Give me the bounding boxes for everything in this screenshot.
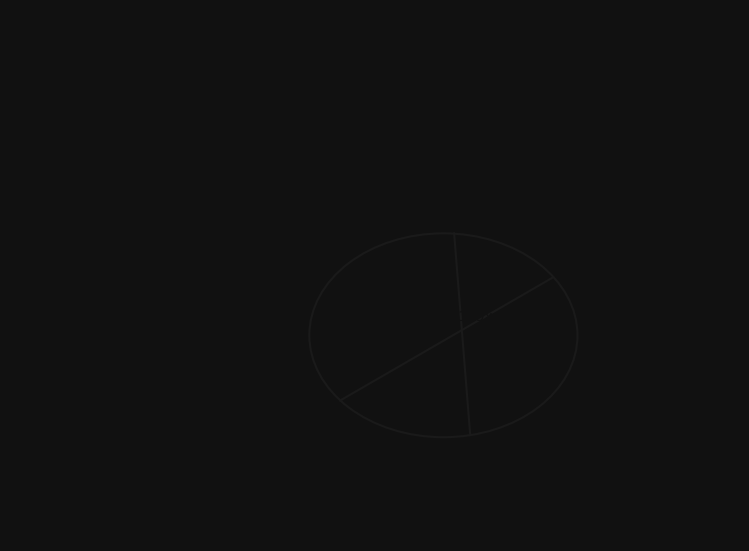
Text: Find the: Find the [75,132,165,152]
Text: Find the measure of the arc or angle indicated.: Find the measure of the arc or angle ind… [75,55,565,75]
Text: 93 °: 93 ° [210,302,242,317]
Text: 127x: 127x [587,369,625,383]
Text: J: J [445,203,449,218]
Text: $m\widehat{CD}$: $m\widehat{CD}$ [219,130,286,159]
Text: 109x + 1: 109x + 1 [458,310,522,324]
Text: B: B [418,315,428,329]
Text: D: D [467,453,479,468]
Text: C: C [572,262,583,277]
Text: E: E [312,393,321,408]
